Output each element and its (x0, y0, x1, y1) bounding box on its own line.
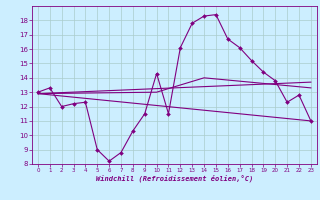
X-axis label: Windchill (Refroidissement éolien,°C): Windchill (Refroidissement éolien,°C) (96, 175, 253, 182)
